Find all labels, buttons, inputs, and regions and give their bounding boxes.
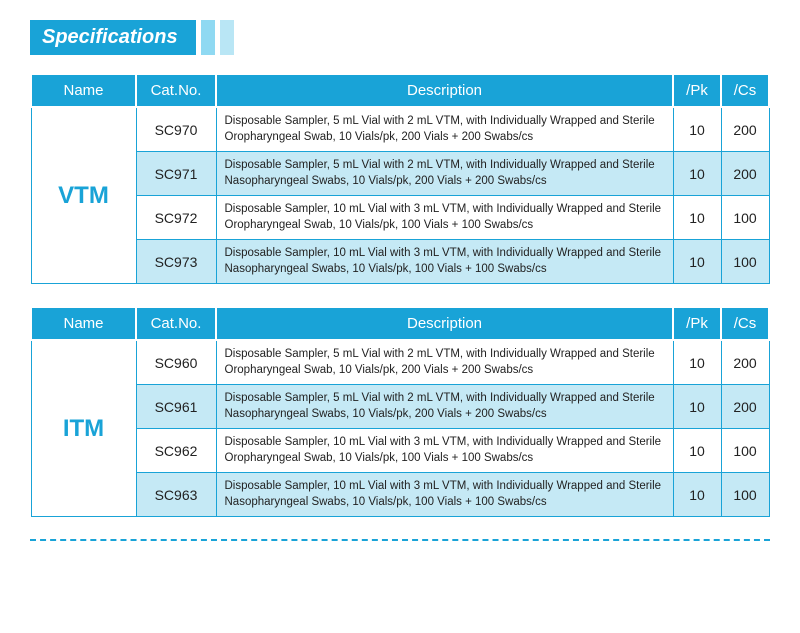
description: Disposable Sampler, 5 mL Vial with 2 mL … — [216, 152, 673, 196]
table-row: SC961Disposable Sampler, 5 mL Vial with … — [31, 385, 769, 429]
deco-block — [201, 20, 215, 55]
pk-value: 10 — [673, 473, 721, 517]
cs-value: 100 — [721, 240, 769, 284]
pk-value: 10 — [673, 152, 721, 196]
pk-value: 10 — [673, 240, 721, 284]
cat-no: SC963 — [136, 473, 216, 517]
pk-value: 10 — [673, 196, 721, 240]
table-row: SC972Disposable Sampler, 10 mL Vial with… — [31, 196, 769, 240]
spec-table: NameCat.No.Description/Pk/CsVTMSC970Disp… — [30, 73, 770, 284]
spec-table: NameCat.No.Description/Pk/CsITMSC960Disp… — [30, 306, 770, 517]
cat-no: SC970 — [136, 107, 216, 152]
title-bar: Specifications — [30, 20, 770, 55]
table-row: VTMSC970Disposable Sampler, 5 mL Vial wi… — [31, 107, 769, 152]
table-row: SC962Disposable Sampler, 10 mL Vial with… — [31, 429, 769, 473]
cat-no: SC973 — [136, 240, 216, 284]
col-header-cat: Cat.No. — [136, 307, 216, 340]
group-name: ITM — [31, 340, 136, 517]
col-header-pk: /Pk — [673, 74, 721, 107]
col-header-desc: Description — [216, 307, 673, 340]
cat-no: SC961 — [136, 385, 216, 429]
description: Disposable Sampler, 10 mL Vial with 3 mL… — [216, 240, 673, 284]
description: Disposable Sampler, 5 mL Vial with 2 mL … — [216, 385, 673, 429]
cat-no: SC962 — [136, 429, 216, 473]
description: Disposable Sampler, 10 mL Vial with 3 mL… — [216, 196, 673, 240]
cs-value: 100 — [721, 196, 769, 240]
cat-no: SC960 — [136, 340, 216, 385]
cs-value: 100 — [721, 429, 769, 473]
table-row: SC963Disposable Sampler, 10 mL Vial with… — [31, 473, 769, 517]
cat-no: SC972 — [136, 196, 216, 240]
table-row: ITMSC960Disposable Sampler, 5 mL Vial wi… — [31, 340, 769, 385]
cs-value: 200 — [721, 152, 769, 196]
cs-value: 200 — [721, 107, 769, 152]
title-decoration — [201, 20, 234, 55]
deco-block — [220, 20, 234, 55]
col-header-cs: /Cs — [721, 307, 769, 340]
description: Disposable Sampler, 5 mL Vial with 2 mL … — [216, 340, 673, 385]
col-header-desc: Description — [216, 74, 673, 107]
description: Disposable Sampler, 10 mL Vial with 3 mL… — [216, 473, 673, 517]
pk-value: 10 — [673, 385, 721, 429]
cs-value: 100 — [721, 473, 769, 517]
table-row: SC973Disposable Sampler, 10 mL Vial with… — [31, 240, 769, 284]
description: Disposable Sampler, 10 mL Vial with 3 mL… — [216, 429, 673, 473]
tables-container: NameCat.No.Description/Pk/CsVTMSC970Disp… — [30, 73, 770, 517]
pk-value: 10 — [673, 429, 721, 473]
title-text: Specifications — [30, 20, 196, 55]
table-row: SC971Disposable Sampler, 5 mL Vial with … — [31, 152, 769, 196]
pk-value: 10 — [673, 107, 721, 152]
dashed-divider — [30, 539, 770, 541]
group-name: VTM — [31, 107, 136, 284]
col-header-pk: /Pk — [673, 307, 721, 340]
cs-value: 200 — [721, 340, 769, 385]
col-header-name: Name — [31, 307, 136, 340]
col-header-cs: /Cs — [721, 74, 769, 107]
cat-no: SC971 — [136, 152, 216, 196]
col-header-name: Name — [31, 74, 136, 107]
pk-value: 10 — [673, 340, 721, 385]
description: Disposable Sampler, 5 mL Vial with 2 mL … — [216, 107, 673, 152]
cs-value: 200 — [721, 385, 769, 429]
col-header-cat: Cat.No. — [136, 74, 216, 107]
